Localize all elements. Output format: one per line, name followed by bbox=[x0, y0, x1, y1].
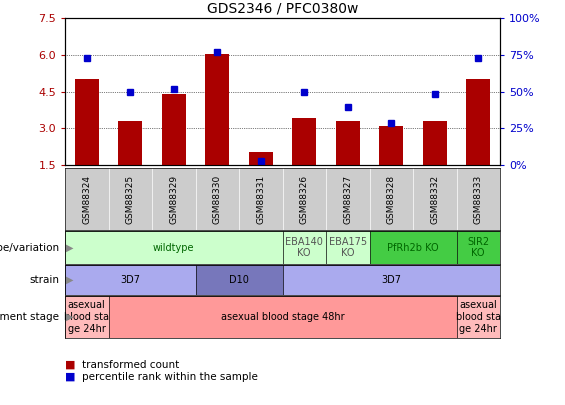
Text: strain: strain bbox=[29, 275, 59, 285]
Text: 3D7: 3D7 bbox=[120, 275, 140, 285]
Bar bbox=[249, 151, 273, 165]
Bar bbox=[466, 79, 490, 165]
Text: ■: ■ bbox=[65, 372, 76, 382]
Bar bbox=[205, 53, 229, 165]
Bar bbox=[195, 265, 282, 295]
Bar bbox=[75, 79, 99, 165]
Text: 3D7: 3D7 bbox=[381, 275, 401, 285]
Text: D10: D10 bbox=[229, 275, 249, 285]
Text: PfRh2b KO: PfRh2b KO bbox=[387, 243, 439, 252]
Text: ■: ■ bbox=[65, 360, 76, 370]
Bar bbox=[423, 121, 447, 165]
Bar bbox=[282, 265, 500, 295]
Bar bbox=[162, 94, 186, 165]
Title: GDS2346 / PFC0380w: GDS2346 / PFC0380w bbox=[207, 2, 358, 15]
Text: GSM88326: GSM88326 bbox=[300, 175, 308, 224]
Text: asexual
blood sta
ge 24hr: asexual blood sta ge 24hr bbox=[456, 301, 501, 334]
Text: GSM88331: GSM88331 bbox=[257, 175, 265, 224]
Text: wildtype: wildtype bbox=[153, 243, 194, 252]
Bar bbox=[108, 296, 457, 338]
Text: SIR2
KO: SIR2 KO bbox=[467, 237, 489, 258]
Text: GSM88325: GSM88325 bbox=[126, 175, 134, 224]
Text: GSM88333: GSM88333 bbox=[473, 175, 483, 224]
Bar bbox=[457, 296, 500, 338]
Text: genotype/variation: genotype/variation bbox=[0, 243, 59, 252]
Bar bbox=[336, 121, 360, 165]
Bar bbox=[292, 118, 316, 165]
Text: GSM88328: GSM88328 bbox=[387, 175, 396, 224]
Bar bbox=[118, 121, 142, 165]
Text: asexual blood stage 48hr: asexual blood stage 48hr bbox=[221, 312, 344, 322]
Bar bbox=[65, 296, 108, 338]
Text: percentile rank within the sample: percentile rank within the sample bbox=[82, 372, 258, 382]
Text: GSM88332: GSM88332 bbox=[431, 175, 439, 224]
Text: EBA175
KO: EBA175 KO bbox=[329, 237, 367, 258]
Text: asexual
blood sta
ge 24hr: asexual blood sta ge 24hr bbox=[64, 301, 109, 334]
Text: ▶: ▶ bbox=[66, 312, 73, 322]
Text: ▶: ▶ bbox=[66, 275, 73, 285]
Bar bbox=[326, 231, 370, 264]
Text: EBA140
KO: EBA140 KO bbox=[285, 237, 323, 258]
Bar bbox=[370, 231, 457, 264]
Text: transformed count: transformed count bbox=[82, 360, 179, 370]
Bar bbox=[282, 231, 326, 264]
Bar bbox=[65, 231, 282, 264]
Text: GSM88329: GSM88329 bbox=[170, 175, 178, 224]
Bar bbox=[65, 265, 195, 295]
Text: GSM88330: GSM88330 bbox=[213, 175, 221, 224]
Bar bbox=[379, 126, 403, 165]
Text: GSM88327: GSM88327 bbox=[344, 175, 352, 224]
Text: ▶: ▶ bbox=[66, 243, 73, 252]
Text: GSM88324: GSM88324 bbox=[82, 175, 92, 224]
Bar bbox=[457, 231, 500, 264]
Text: development stage: development stage bbox=[0, 312, 59, 322]
